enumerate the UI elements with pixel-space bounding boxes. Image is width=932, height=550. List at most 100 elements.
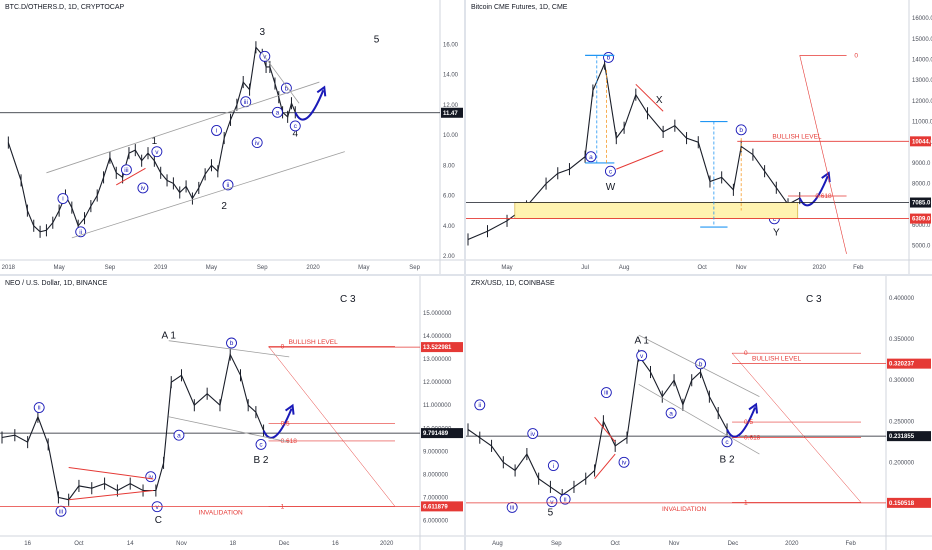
subwave-circle xyxy=(559,493,571,505)
chart-svg: 15.000000 14.000000 13.000000 12.000000 11.0… xyxy=(0,276,464,550)
y-tick-label: 10.00 xyxy=(443,133,459,139)
x-tick-label: Nov xyxy=(736,265,747,271)
wave-label: C xyxy=(155,515,162,526)
subwave-label: v xyxy=(155,149,159,156)
y-tick-label: 13000.0 xyxy=(912,78,932,84)
wave-label: A 1 xyxy=(634,335,649,346)
subwave-label: v xyxy=(550,499,554,506)
channel-upper xyxy=(168,340,290,358)
subwave-label: c xyxy=(259,442,263,449)
chart-svg: 16000.0 15000.0 14000.0 13000.0 12000.0 11000… xyxy=(466,0,932,274)
subwave-label: b xyxy=(699,361,703,368)
wave-label: 5 xyxy=(548,508,554,519)
x-tick-label: Sep xyxy=(551,541,562,547)
wedge-line xyxy=(261,53,300,104)
subwave-label: a xyxy=(669,410,673,417)
fib-level-label: 0.618 xyxy=(281,438,298,445)
y-tick-label: 15000.0 xyxy=(912,37,932,43)
chart-panel-btcd[interactable]: BTC.D/OTHERS.D, 1D, CRYPTOCAP 16.00 14.00… xyxy=(0,0,464,274)
y-tick-label: 0.350000 xyxy=(889,337,915,343)
subwave-label: a xyxy=(177,432,181,439)
wave-label: B 2 xyxy=(253,455,268,466)
bullish-level-label: BULLISH LEVEL xyxy=(289,339,339,346)
subwave-label: iii xyxy=(124,167,128,174)
subwave-circle xyxy=(255,438,267,450)
subwave-circle xyxy=(721,436,733,448)
y-tick-label: 11.000000 xyxy=(423,403,452,409)
x-tick-label: Sep xyxy=(105,265,116,271)
trend-red-upper xyxy=(635,83,664,112)
x-tick-label: Oct xyxy=(611,541,621,547)
bullish-badge xyxy=(910,136,931,147)
price-series-line xyxy=(1,352,265,501)
invalidation-badge xyxy=(887,497,931,508)
y-tick-label: 7.000000 xyxy=(423,495,449,501)
fib-0-label: 0 xyxy=(854,52,858,59)
x-tick-label: Dec xyxy=(279,541,290,547)
wave-label: A 1 xyxy=(161,330,176,341)
subwave-circle xyxy=(120,164,132,176)
fib-diagonal xyxy=(799,55,847,255)
channel-lower xyxy=(638,383,760,455)
subwave-label: iii xyxy=(59,508,63,515)
trend-red-upper xyxy=(594,416,616,443)
y-tick-label: 4.00 xyxy=(443,224,455,230)
chart-title: Bitcoin CME Futures, 1D, CME xyxy=(471,4,568,11)
subwave-label: b xyxy=(739,127,743,134)
chart-svg: 16.00 14.00 12.00 10.00 8.00 6.00 4.00 2.00 2018… xyxy=(0,0,464,274)
x-tick-label: Sep xyxy=(257,265,268,271)
subwave-label: iii xyxy=(244,99,248,106)
bullish-level-value: 10044.0 xyxy=(912,139,932,145)
invalidation-badge xyxy=(421,501,463,512)
subwave-circle xyxy=(33,402,45,413)
trend-red-lower xyxy=(594,453,616,479)
subwave-circle xyxy=(57,193,69,204)
bullish-level-value: 0.320237 xyxy=(889,362,915,368)
bullish-level-value: 13.522981 xyxy=(423,345,452,351)
bullish-level-label: BULLISH LEVEL xyxy=(772,133,822,140)
subwave-circle xyxy=(547,460,559,472)
invalidation-value: 6.611879 xyxy=(423,504,448,510)
x-tick-label: Feb xyxy=(853,265,864,271)
x-tick-label: Feb xyxy=(846,541,857,547)
x-tick-label: Nov xyxy=(669,541,680,547)
chart-panel-zrx[interactable]: ZRX/USD, 1D, COINBASE 0.400000 0.350000 0.… xyxy=(466,276,932,550)
y-tick-label: 9.000000 xyxy=(423,449,449,455)
subwave-label: ii xyxy=(227,182,230,189)
chart-title: BTC.D/OTHERS.D, 1D, CRYPTOCAP xyxy=(5,4,125,11)
projection-arrowhead xyxy=(748,402,759,414)
channel-upper xyxy=(46,81,320,174)
level-value: 6309.0 xyxy=(912,217,931,223)
subwave-label: c xyxy=(294,123,298,130)
projection-arrow xyxy=(798,175,829,207)
subwave-label: c xyxy=(725,439,729,446)
subwave-circle xyxy=(665,407,677,419)
wave-label: Y xyxy=(773,227,780,238)
subwave-label: iv xyxy=(622,459,627,466)
y-tick-label: 16000.0 xyxy=(912,16,932,22)
x-tick-label: Nov xyxy=(176,541,187,547)
chart-panel-neo[interactable]: NEO / U.S. Dollar, 1D, BINANCE 15.000000… xyxy=(0,276,464,550)
subwave-circle xyxy=(604,165,616,177)
chart-title: ZRX/USD, 1D, COINBASE xyxy=(471,280,555,287)
y-tick-label: 8000.0 xyxy=(912,182,931,188)
fib-618-label: 0.618 xyxy=(815,193,832,200)
subwave-label: iii xyxy=(510,505,514,512)
subwave-circle xyxy=(137,182,149,194)
subwave-label: i xyxy=(62,196,63,203)
subwave-circle xyxy=(251,137,263,149)
last-price-value: 0.231855 xyxy=(889,434,915,440)
chart-panel-btc-cme[interactable]: Bitcoin CME Futures, 1D, CME 16000.0 1500… xyxy=(466,0,932,274)
level-badge xyxy=(910,213,931,224)
subwave-label: v xyxy=(156,504,160,511)
subwave-label: b xyxy=(285,85,289,92)
y-tick-label: 12.00 xyxy=(443,103,459,109)
fib-diagonal xyxy=(268,346,396,507)
y-tick-label: 11000.0 xyxy=(912,120,932,126)
subwave-circle xyxy=(289,120,301,132)
y-tick-label: 6000.0 xyxy=(912,223,931,229)
panel-divider-horizontal[interactable] xyxy=(0,274,932,276)
y-tick-label: 8.000000 xyxy=(423,472,449,478)
subwave-label: iv xyxy=(148,474,153,481)
fib-level-label: 0.5 xyxy=(744,419,753,426)
